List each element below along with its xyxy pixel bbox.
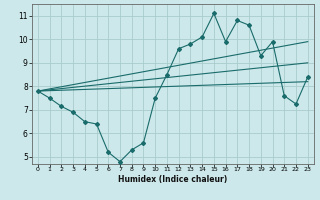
X-axis label: Humidex (Indice chaleur): Humidex (Indice chaleur) (118, 175, 228, 184)
